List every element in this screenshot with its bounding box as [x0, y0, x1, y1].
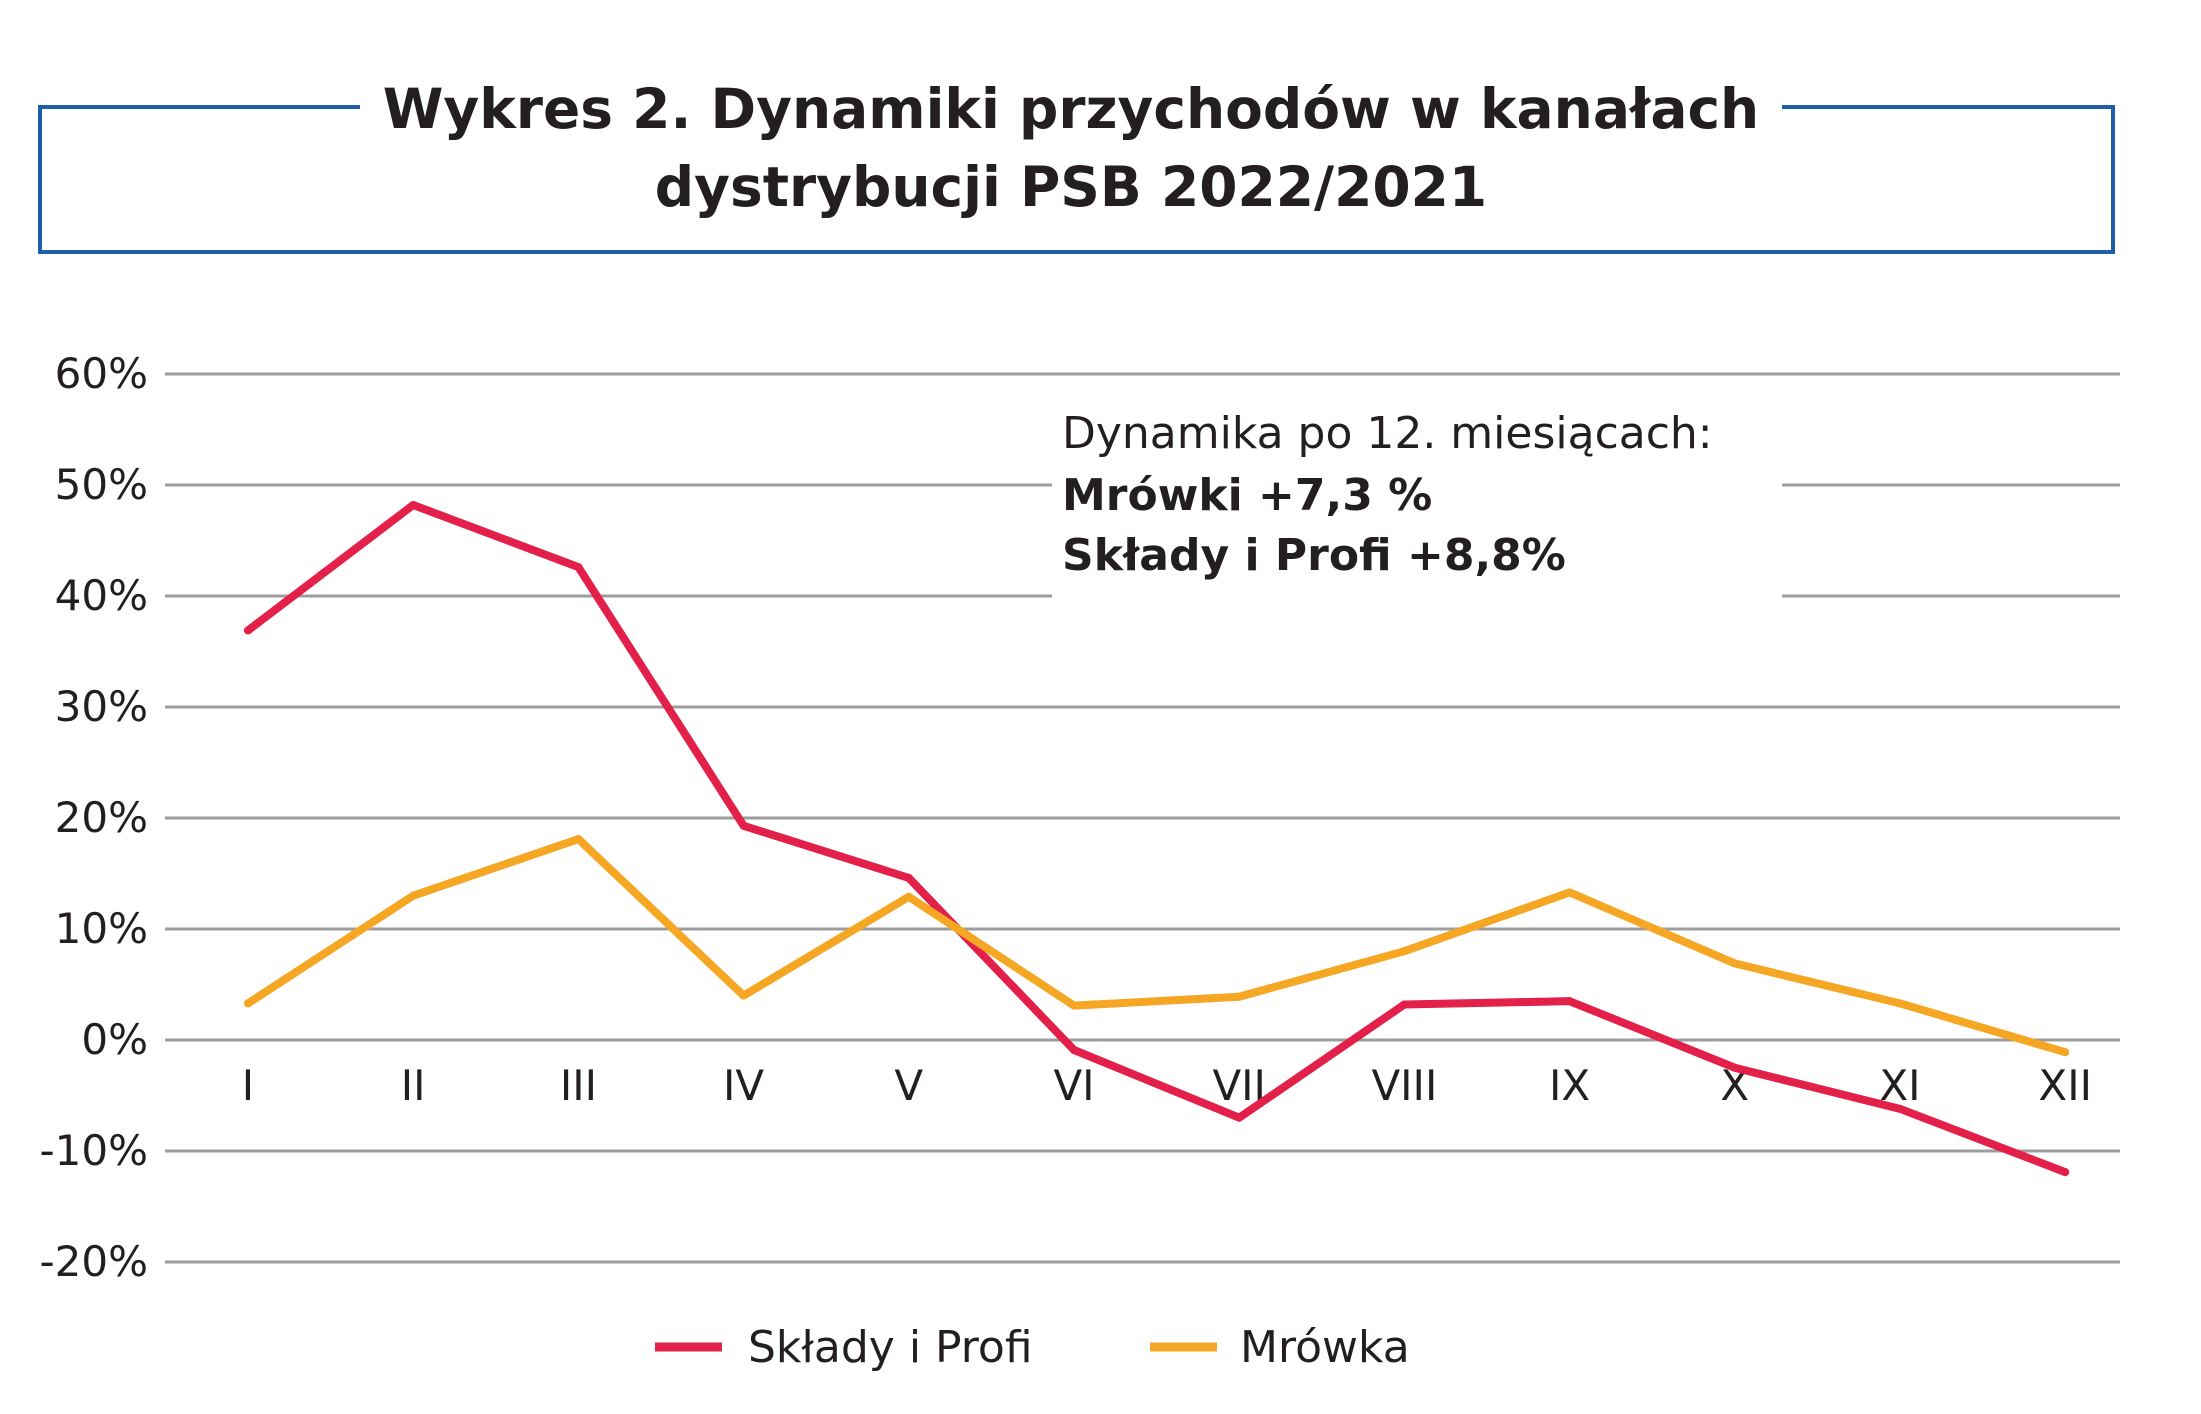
legend-label-mrowka: Mrówka	[1240, 1322, 1410, 1373]
x-axis-ticks: I II III IV V VI VII VIII IX X XI XII	[242, 1061, 2092, 1110]
series-line-1	[244, 835, 2070, 1057]
x-tick-label: VI	[1053, 1061, 1094, 1110]
y-tick-label: 50%	[55, 460, 148, 509]
annotation-line-3: Składy i Profi +8,8%	[1062, 530, 1566, 581]
y-axis-ticks: 60% 50% 40% 30% 20% 10% 0% -10% -20%	[39, 349, 148, 1286]
x-tick-label: XII	[2038, 1061, 2092, 1110]
title-frame: Wykres 2. Dynamiki przychodów w kanałach…	[38, 77, 2115, 254]
y-tick-label: 40%	[55, 571, 148, 620]
y-tick-label: -10%	[39, 1126, 148, 1175]
annotation-line-2: Mrówki +7,3 %	[1062, 470, 1432, 521]
y-tick-label: 0%	[81, 1015, 148, 1064]
y-tick-label: 30%	[55, 682, 148, 731]
data-point	[409, 500, 418, 509]
x-tick-label: II	[401, 1061, 426, 1110]
data-point	[1896, 1104, 1904, 1113]
x-tick-label: V	[894, 1061, 923, 1110]
data-point	[739, 821, 748, 830]
y-tick-label: 20%	[55, 793, 148, 842]
x-tick-label: I	[242, 1061, 254, 1110]
data-point	[2061, 1168, 2070, 1177]
data-point	[904, 873, 913, 882]
series-line-0	[244, 500, 2070, 1177]
legend: Składy i Profi Mrówka	[655, 1322, 1410, 1373]
data-point	[244, 626, 252, 635]
x-tick-label: IX	[1549, 1061, 1590, 1110]
series-layer	[244, 500, 2070, 1177]
annotation-box: Dynamika po 12. miesiącach: Mrówki +7,3 …	[1052, 400, 1782, 600]
grid-lines	[165, 372, 2120, 1264]
data-point	[1565, 997, 1574, 1006]
chart-title-line-2: dystrybucji PSB 2022/2021	[655, 155, 1487, 219]
data-point	[1400, 1000, 1409, 1009]
annotation-line-1: Dynamika po 12. miesiącach:	[1062, 408, 1713, 459]
chart-title-line-1: Wykres 2. Dynamiki przychodów w kanałach	[383, 77, 1759, 141]
x-tick-label: IV	[723, 1061, 764, 1110]
data-point	[574, 563, 583, 572]
data-point	[1070, 1045, 1078, 1054]
legend-label-sklady-i-profi: Składy i Profi	[748, 1322, 1033, 1373]
y-tick-label: -20%	[39, 1237, 148, 1286]
data-point	[1730, 1063, 1739, 1072]
y-tick-label: 10%	[55, 904, 148, 953]
x-tick-label: VIII	[1371, 1061, 1437, 1110]
y-tick-label: 60%	[55, 349, 148, 398]
data-point	[1235, 1113, 1244, 1122]
x-tick-label: III	[560, 1061, 597, 1110]
